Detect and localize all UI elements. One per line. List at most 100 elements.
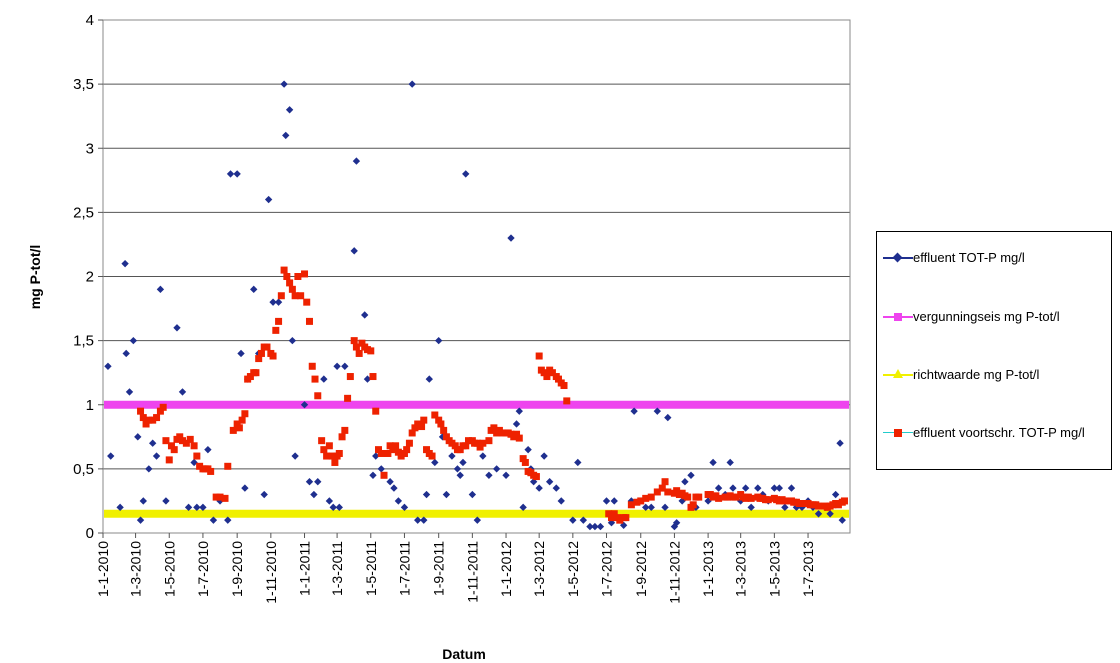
effluent-point [664,413,672,422]
voortschr-point [543,373,551,381]
voortschr-point [451,442,459,450]
voortschr-point [224,462,232,470]
effluent-point [414,516,422,524]
voortschr-point [815,502,823,510]
voortschr-point [498,429,506,437]
effluent-point [647,503,655,512]
x-tick-label: 1-7-2010 [195,541,211,597]
effluent-point [310,490,318,499]
effluent-point [610,497,618,505]
effluent-point [781,503,789,512]
voortschr-point [238,416,246,424]
effluent-point [333,362,341,370]
voortschr-point [269,352,277,360]
effluent-point [468,490,477,499]
voortschr-point [320,446,328,454]
x-tick-label: 1-11-2011 [464,541,480,603]
legend-swatch-richtwaarde [883,366,913,382]
effluent-point [325,497,334,505]
effluent-point [814,510,823,518]
x-tick-label: 1-3-2013 [733,541,749,597]
voortschr-point [288,285,296,293]
voortschr-point [616,516,624,524]
voortschr-point [411,424,419,432]
effluent-point [519,503,527,512]
voortschr-point [190,442,198,450]
effluent-point [408,80,416,88]
effluent-point [390,484,398,492]
voortschr-point [377,449,385,457]
y-tick-label: 2 [86,269,94,286]
voortschr-point [241,410,249,418]
voortschr-point [464,437,472,445]
effluent-point [552,484,560,492]
y-axis-title: mg P-tot/l [27,245,43,310]
voortschr-point [403,446,411,454]
effluent-point [156,285,165,294]
effluent-point [473,516,482,524]
x-tick-label: 1-9-2011 [431,541,447,596]
effluent-point [134,433,142,441]
effluent-point [596,522,605,531]
effluent-point [515,407,523,415]
voortschr-point [540,369,548,377]
effluent-point [586,522,594,531]
effluent-point [352,157,361,165]
legend-item-effluent: effluent TOT-P mg/l [883,249,1109,266]
voortschr-point [286,279,294,287]
voortschr-point [167,442,175,450]
voortschr-point [440,426,448,434]
voortschr-point [840,497,848,505]
voortschr-point [485,437,493,445]
voortschr-point [283,273,291,280]
x-tick-label: 1-1-2012 [498,541,514,597]
voortschr-point [176,433,184,441]
voortschr-point [560,382,568,390]
effluent-point [233,170,241,178]
voortschr-point [170,446,178,454]
effluent-point [574,458,582,467]
voortschr-point [473,439,481,447]
effluent-point [329,503,337,512]
voortschr-point [297,292,305,300]
effluent-point [361,311,369,319]
voortschr-point [369,373,377,381]
x-tick-label: 1-1-2010 [95,541,111,597]
effluent-point [204,445,212,454]
voortschr-point [301,270,309,278]
voortschr-point [394,448,402,456]
effluent-point [341,362,349,370]
effluent-point [545,478,554,486]
effluent-point [260,490,268,499]
effluent-point [540,452,548,460]
voortschr-point [627,501,635,509]
effluent-point [280,80,288,88]
effluent-point [836,439,844,447]
voortschr-point [747,494,755,502]
effluent-point [335,503,343,512]
x-tick-label: 1-5-2013 [766,541,782,597]
x-axis-ticks: 1-1-2010 1-3-2010 1-5-2010 1-7-2010 1-9-2010… [95,533,816,604]
voortschr-point [732,493,740,501]
voortschr-point [400,449,408,457]
voortschr-point [418,423,426,431]
effluent-point [579,516,588,524]
voortschr-point [653,488,661,496]
effluent-point [729,484,737,492]
voortschr-point [182,439,190,447]
effluent-point [653,407,661,415]
voortschr-point [548,369,556,377]
voortschr-point [386,442,394,450]
effluent-point [831,490,840,499]
effluent-point [173,324,181,332]
effluent-point [741,484,750,492]
voortschr-point [186,435,194,443]
effluent-point [838,516,846,524]
effluent-point [282,131,290,140]
legend: effluent TOT-P mg/l vergunningseis mg P-… [876,231,1112,470]
x-tick-label: 1-7-2012 [599,541,615,597]
voortschr-point [341,426,349,434]
reference-lines [104,400,849,518]
effluent-point [237,349,245,358]
